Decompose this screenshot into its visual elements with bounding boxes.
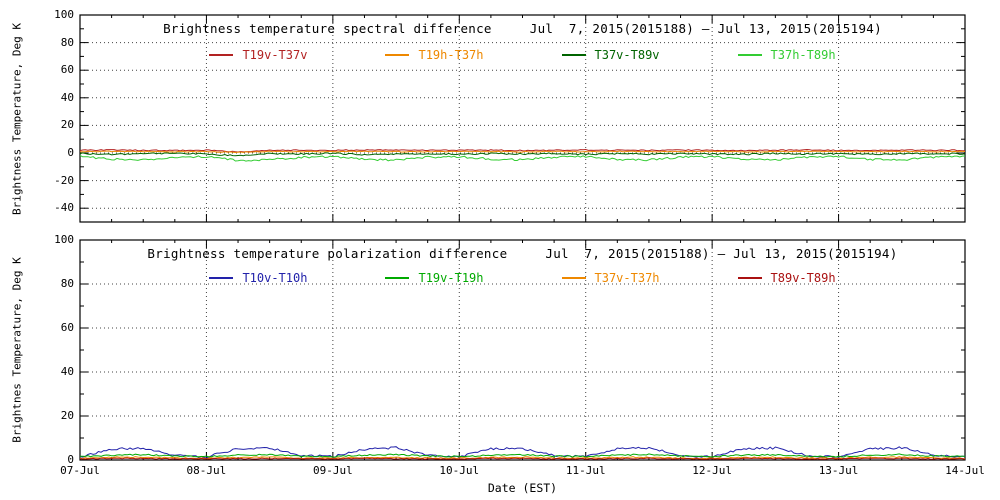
y-tick-label: 0 — [67, 453, 74, 466]
chart-1 — [79, 239, 966, 461]
legend-line-sample-icon — [385, 277, 410, 279]
legend-line-sample-icon — [209, 277, 234, 279]
y-axis-title-bottom: Brightnes Temperature, Deg K — [10, 257, 24, 443]
y-tick-label: 40 — [60, 90, 74, 104]
legend-line-sample-icon — [737, 277, 762, 279]
y-tick-label: 100 — [54, 233, 74, 246]
legend-label: T19v-T19h — [418, 271, 484, 285]
legend-item: T19v-T19h — [385, 271, 484, 285]
y-tick-label: 80 — [60, 277, 74, 290]
y-tick-label: 40 — [60, 365, 74, 378]
legend-label: T37v-T89v — [594, 48, 660, 62]
polarization-chart-title: Brightness temperature polarization diff… — [80, 246, 965, 261]
x-tick-label: 09-Jul — [312, 464, 353, 477]
polarization-chart-legend: T10v-T10h T19v-T19h T37v-T37h T89v-T89h — [80, 271, 965, 285]
legend-label: T19h-T37h — [418, 48, 484, 62]
polarization-chart-title-text: Brightness temperature polarization diff… — [147, 246, 508, 261]
legend-item: T37v-T89v — [561, 48, 660, 62]
legend-line-sample-icon — [385, 54, 410, 56]
x-axis-title: Date (EST) — [487, 481, 558, 495]
x-tick-label: 08-Jul — [186, 464, 227, 477]
y-axis-title-top: Brightness Temperature, Deg K — [10, 22, 24, 216]
legend-item: T10v-T10h — [209, 271, 307, 285]
y-tick-label: -40 — [54, 201, 74, 215]
x-tick-label: 10-Jul — [439, 464, 480, 477]
x-tick-label: 11-Jul — [565, 464, 606, 477]
legend-line-sample-icon — [561, 277, 586, 279]
chart-0 — [79, 14, 966, 223]
legend-item: T37v-T37h — [561, 271, 660, 285]
series-line-T37v-T89v — [80, 152, 965, 157]
legend-line-sample-icon — [209, 54, 234, 56]
series-line-T19v-T37v — [80, 148, 965, 153]
y-tick-label: -20 — [54, 173, 74, 187]
legend-label: T89v-T89h — [770, 271, 836, 285]
y-tick-label: 0 — [67, 146, 74, 159]
series-line-T19h-T37h — [80, 150, 965, 154]
legend-item: T37h-T89h — [737, 48, 836, 62]
series-line-T37h-T89h — [80, 155, 965, 162]
x-tick-label: 12-Jul — [692, 464, 733, 477]
y-tick-label: 100 — [54, 8, 74, 21]
spectral-chart-date-range: Jul 7, 2015(2015188) — Jul 13, 2015(2015… — [529, 21, 882, 36]
legend-line-sample-icon — [561, 54, 586, 56]
series-line-T89v-T89h — [80, 457, 965, 460]
legend-line-sample-icon — [737, 54, 762, 56]
legend-label: T10v-T10h — [242, 271, 308, 285]
series-line-T19v-T19h — [80, 453, 965, 458]
y-tick-label: 20 — [60, 409, 74, 422]
x-tick-label: 07-Jul — [60, 464, 100, 477]
legend-item: T19h-T37h — [385, 48, 484, 62]
legend-label: T19v-T37v — [242, 48, 308, 62]
legend-label: T37v-T37h — [594, 271, 660, 285]
legend-label: T37h-T89h — [770, 48, 836, 62]
spectral-chart-title-text: Brightness temperature spectral differen… — [163, 21, 492, 36]
y-tick-label: 80 — [60, 35, 74, 49]
legend-item: T19v-T37v — [209, 48, 307, 62]
legend-item: T89v-T89h — [737, 271, 836, 285]
polarization-chart-date-range: Jul 7, 2015(2015188) — Jul 13, 2015(2015… — [545, 246, 898, 261]
x-tick-label: 13-Jul — [818, 464, 859, 477]
spectral-chart-legend: T19v-T37v T19h-T37h T37v-T89v T37h-T89h — [80, 48, 965, 62]
spectral-chart-title: Brightness temperature spectral differen… — [80, 21, 965, 36]
y-tick-label: 60 — [60, 321, 74, 334]
y-tick-label: 60 — [60, 63, 74, 77]
x-tick-label: 14-Jul — [945, 464, 985, 477]
y-tick-label: 20 — [60, 118, 74, 132]
